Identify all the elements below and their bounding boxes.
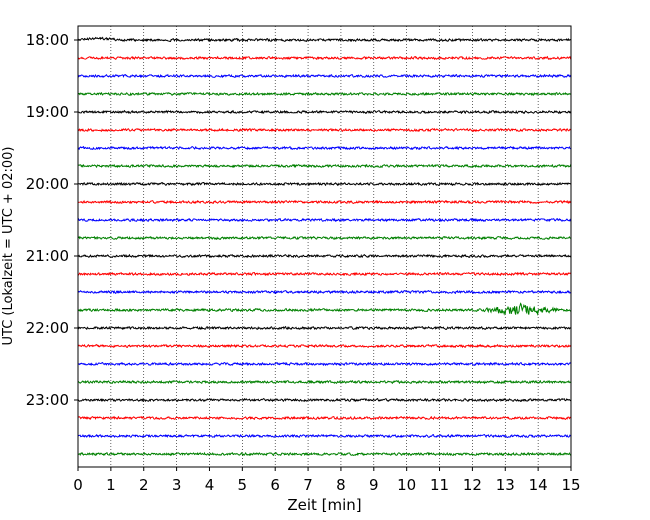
trace-line bbox=[77, 253, 572, 259]
trace-line bbox=[77, 433, 572, 439]
trace-line bbox=[77, 109, 572, 115]
trace-line bbox=[77, 379, 572, 385]
trace-line bbox=[77, 73, 572, 79]
x-tick-label: 1 bbox=[106, 476, 116, 494]
x-tick-label: 3 bbox=[172, 476, 182, 494]
trace-line bbox=[77, 127, 572, 133]
x-tick-label: 5 bbox=[238, 476, 248, 494]
trace-line bbox=[77, 415, 572, 421]
x-tick-label: 2 bbox=[139, 476, 149, 494]
trace-line bbox=[77, 361, 572, 367]
x-tick-label: 10 bbox=[397, 476, 416, 494]
x-tick-label: 6 bbox=[270, 476, 280, 494]
trace-line bbox=[77, 289, 572, 295]
trace-line bbox=[77, 271, 572, 277]
trace-line bbox=[77, 145, 572, 151]
x-axis-label: Zeit [min] bbox=[287, 496, 361, 514]
trace-line bbox=[77, 451, 572, 457]
y-axis-ticks: 18:00 19:00 20:00 21:00 22:00 23:00 bbox=[26, 31, 78, 409]
y-axis-label: UTC (Lokalzeit = UTC + 02:00) bbox=[1, 147, 16, 346]
x-tick-label: 13 bbox=[496, 476, 515, 494]
x-tick-label: 15 bbox=[561, 476, 580, 494]
y-tick-label: 20:00 bbox=[26, 175, 69, 193]
trace-line bbox=[77, 163, 572, 169]
y-tick-label: 23:00 bbox=[26, 391, 69, 409]
trace-line bbox=[77, 397, 572, 403]
trace-line bbox=[77, 199, 572, 205]
x-tick-label: 12 bbox=[463, 476, 482, 494]
x-tick-label: 0 bbox=[73, 476, 83, 494]
x-tick-label: 9 bbox=[369, 476, 379, 494]
trace-line bbox=[77, 217, 572, 223]
y-tick-label: 21:00 bbox=[26, 247, 69, 265]
y-tick-label: 22:00 bbox=[26, 319, 69, 337]
x-tick-label: 4 bbox=[205, 476, 215, 494]
trace-line bbox=[77, 325, 572, 331]
trace-line bbox=[77, 235, 572, 241]
trace-line bbox=[77, 302, 572, 317]
x-axis-ticks: 0 1 2 3 4 5 6 7 8 9 10 11 12 13 14 15 bbox=[73, 467, 581, 494]
trace-line bbox=[77, 36, 572, 43]
trace-line bbox=[77, 55, 572, 61]
y-tick-label: 18:00 bbox=[26, 31, 69, 49]
y-tick-label: 19:00 bbox=[26, 103, 69, 121]
seismogram-traces bbox=[77, 36, 572, 457]
x-tick-label: 14 bbox=[529, 476, 548, 494]
trace-line bbox=[77, 91, 572, 97]
plot-frame bbox=[77, 25, 572, 468]
x-tick-label: 11 bbox=[430, 476, 449, 494]
trace-line bbox=[77, 343, 572, 349]
trace-line bbox=[77, 181, 572, 187]
x-tick-label: 8 bbox=[336, 476, 346, 494]
x-tick-label: 7 bbox=[303, 476, 313, 494]
